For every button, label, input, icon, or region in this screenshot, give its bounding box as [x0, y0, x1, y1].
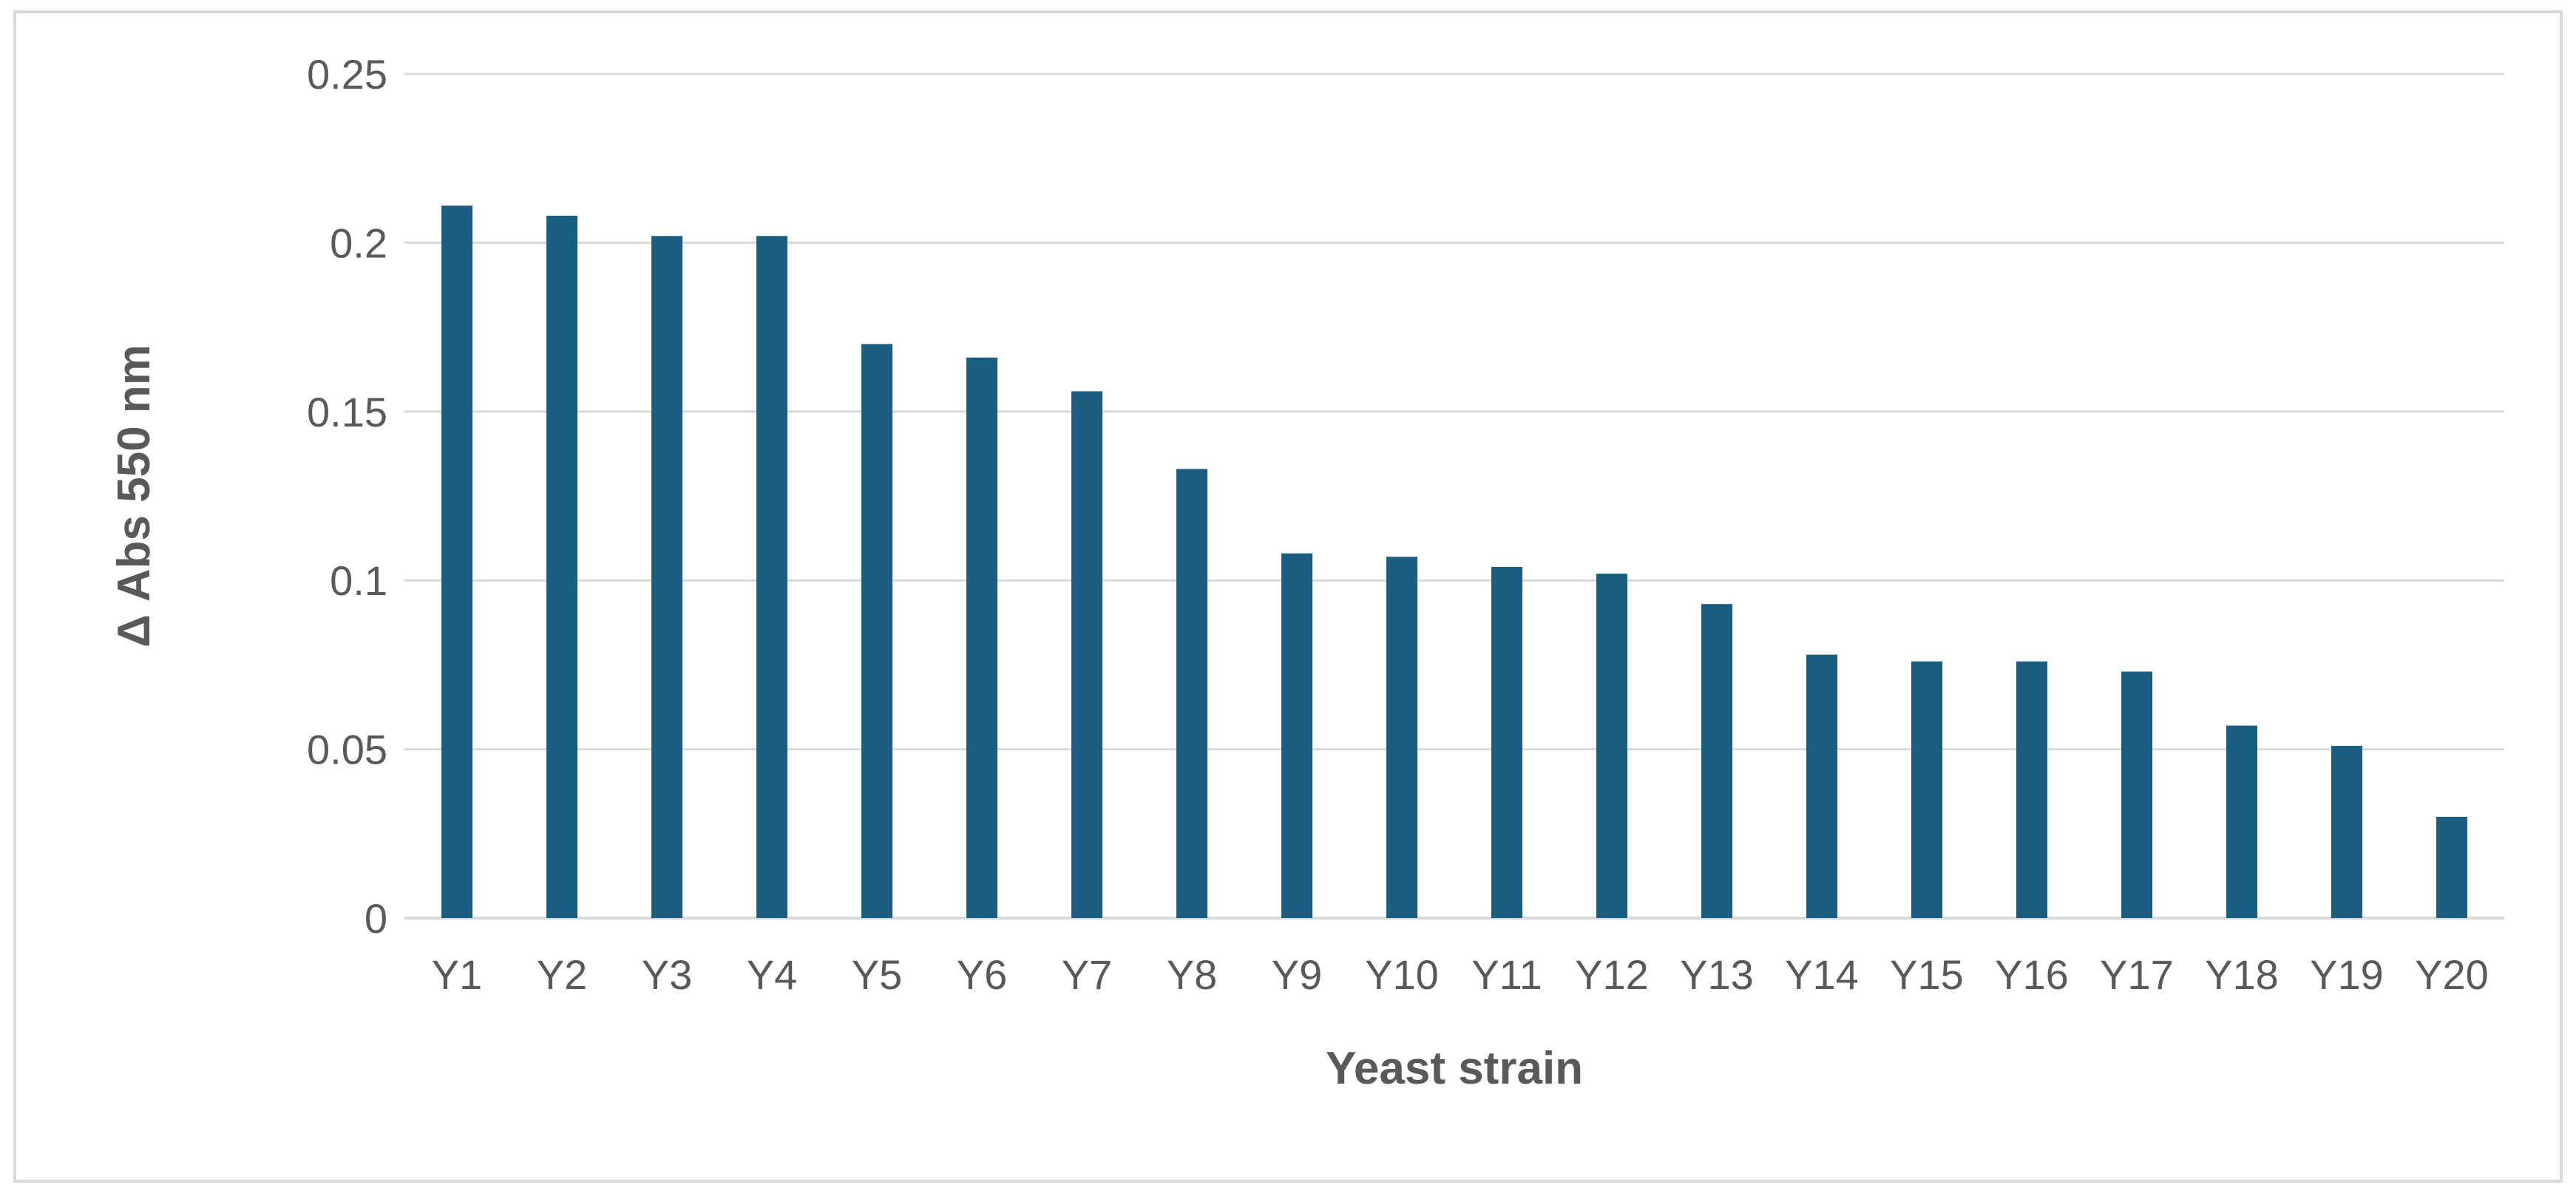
x-axis-tick-labels: Y1 Y2 Y3 Y4 Y5 Y6 Y7 Y8 Y9 Y10 Y11 Y12 Y13 Y14 Y15 Y16 Y…: [432, 951, 2489, 998]
y-tick-label: 0.2: [330, 220, 387, 266]
bar-y4: [756, 236, 787, 918]
x-tick-label: Y15: [1890, 951, 1964, 998]
bar-y5: [861, 344, 892, 918]
bar-y7: [1071, 391, 1102, 918]
y-tick-label: 0.25: [307, 51, 387, 98]
x-tick-label: Y19: [2310, 951, 2384, 998]
bar-y16: [2016, 661, 2047, 918]
x-axis-title: Yeast strain: [1326, 1043, 1583, 1094]
bar-y12: [1596, 574, 1627, 918]
bar-y8: [1176, 469, 1207, 918]
x-tick-label: Y3: [642, 951, 693, 998]
bar-y9: [1281, 553, 1312, 918]
bar-y2: [546, 215, 577, 919]
x-tick-label: Y14: [1785, 951, 1859, 998]
x-tick-label: Y18: [2205, 951, 2279, 998]
x-tick-label: Y12: [1575, 951, 1649, 998]
bar-y11: [1491, 566, 1522, 918]
bar-y1: [441, 205, 472, 919]
bar-y14: [1806, 654, 1837, 918]
bar-y13: [1701, 604, 1732, 918]
x-tick-label: Y4: [747, 951, 798, 998]
x-tick-label: Y13: [1680, 951, 1754, 998]
x-tick-label: Y17: [2100, 951, 2174, 998]
bar-y18: [2226, 725, 2257, 918]
bars: [441, 205, 2467, 919]
bar-y10: [1386, 557, 1417, 918]
x-tick-label: Y8: [1167, 951, 1218, 998]
x-tick-label: Y6: [957, 951, 1008, 998]
bar-y20: [2436, 816, 2467, 918]
x-tick-label: Y20: [2415, 951, 2489, 998]
y-axis-tick-labels: 0 0.05 0.1 0.15 0.2 0.25: [307, 51, 387, 942]
x-tick-label: Y9: [1272, 951, 1323, 998]
y-tick-label: 0.15: [307, 389, 387, 435]
y-tick-label: 0.1: [330, 557, 387, 604]
x-tick-label: Y7: [1062, 951, 1113, 998]
gridlines: [404, 72, 2504, 920]
x-tick-label: Y16: [1995, 951, 2069, 998]
x-tick-label: Y2: [537, 951, 588, 998]
y-tick-label: 0: [365, 895, 387, 942]
x-tick-label: Y5: [852, 951, 903, 998]
bar-y17: [2121, 671, 2152, 918]
x-tick-label: Y1: [432, 951, 483, 998]
bar-y6: [966, 357, 997, 918]
bar-chart: 00.050.10.150.20.25 Y1 Y2 Y3 Y4 Y5 Y6 Y7 Y8 Y9 Y1…: [109, 51, 2504, 1094]
y-axis-title: Δ Abs 550 nm: [109, 344, 160, 648]
chart-frame: 0 0.05 0.1 0.15 0.2 0.25 Y1 Y2 Y3 Y4 Y5 Y6 Y7 Y8 Y9 Y1…: [13, 10, 2563, 1183]
bar-y15: [1911, 661, 1942, 918]
bar-y19: [2331, 746, 2362, 918]
x-tick-label: Y10: [1365, 951, 1439, 998]
y-tick-label: 0.05: [307, 727, 387, 773]
bar-y3: [651, 236, 682, 918]
x-tick-label: Y11: [1471, 951, 1542, 998]
